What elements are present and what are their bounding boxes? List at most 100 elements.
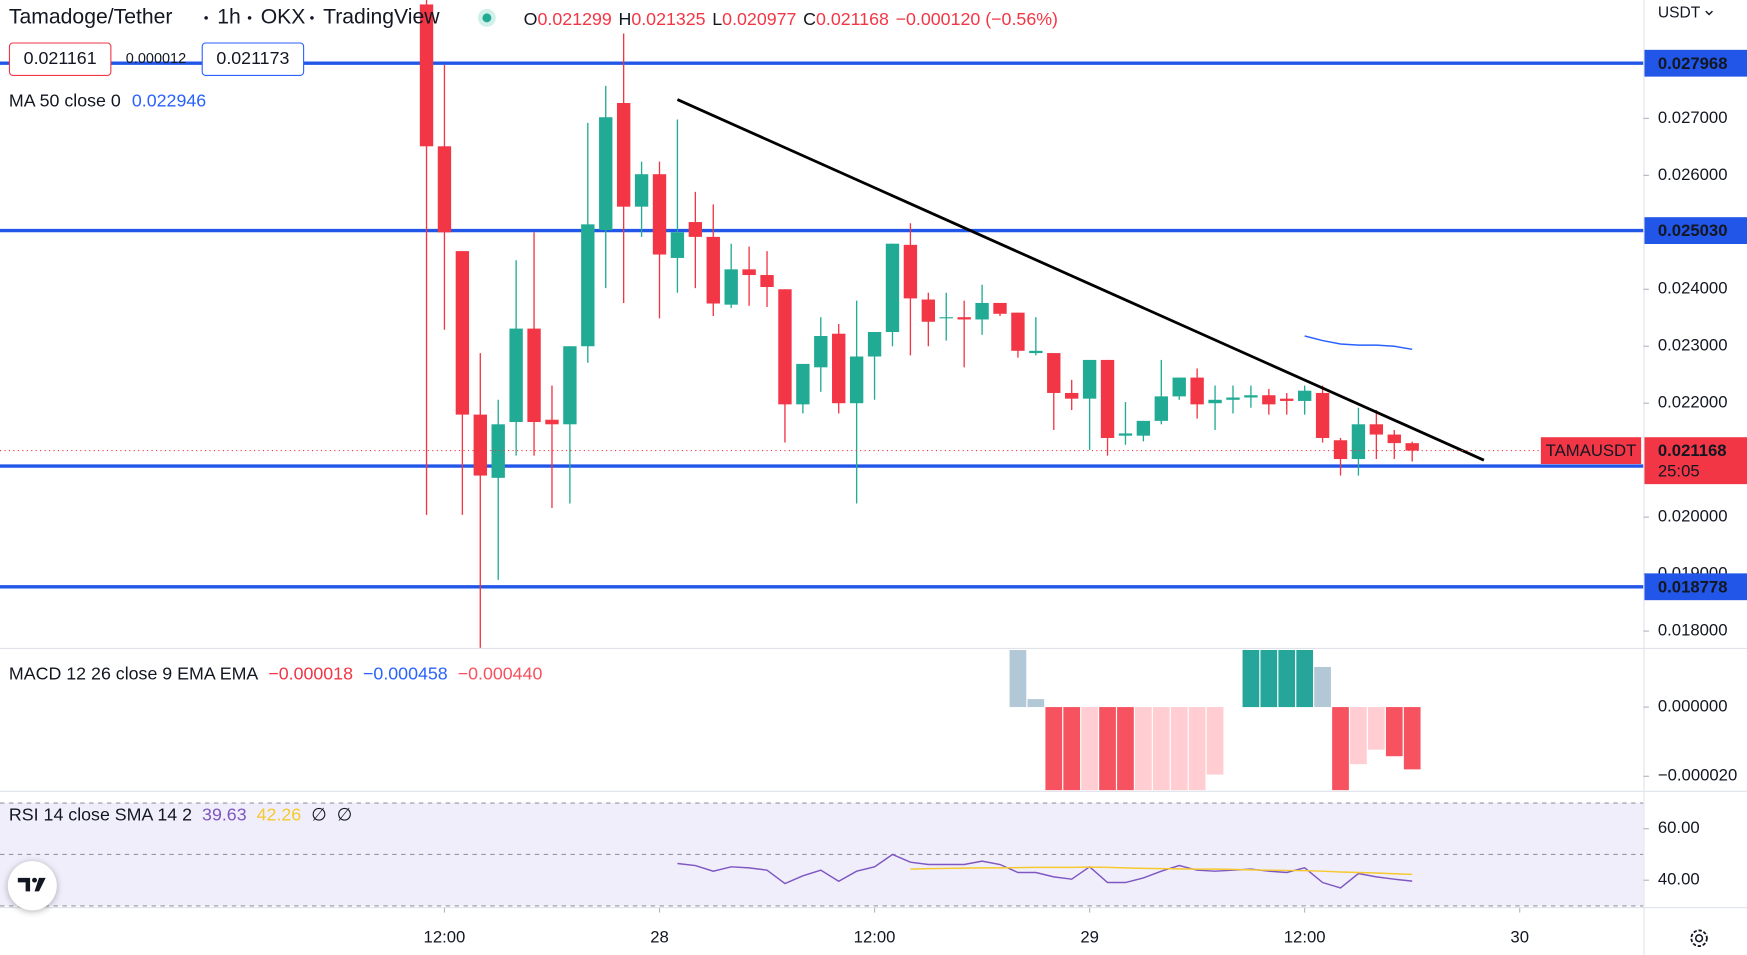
legends: Tamadoge/Tether 1h OKX TradingView O0.021299… (9, 5, 1058, 824)
candle-body (563, 346, 577, 425)
x-tick-label: 12:00 (424, 928, 466, 947)
histogram-bar (1009, 649, 1027, 708)
x-tick-label: 12:00 (1284, 928, 1326, 947)
candle-body (778, 289, 792, 405)
rsi-extra: ∅ (311, 804, 327, 824)
separator-dot (310, 16, 314, 20)
ohlc-value: 0.021299 (538, 9, 612, 29)
histogram-bar (1385, 707, 1403, 757)
ma-name: MA 50 close 0 (9, 90, 121, 110)
y-tick-label: −0.000020 (1658, 766, 1737, 785)
level-badge (1644, 217, 1747, 245)
candle-body (634, 174, 649, 207)
header-part: 1h (217, 5, 241, 28)
candle-body (1297, 390, 1312, 401)
candle-body (616, 102, 631, 207)
candle-body (724, 269, 738, 305)
header-part: OKX (261, 5, 306, 28)
ask-box[interactable] (201, 42, 305, 76)
candle-body (1351, 424, 1366, 460)
y-tick-label: 0.027000 (1658, 108, 1728, 127)
y-tick-label: 0.022000 (1658, 393, 1728, 412)
histogram-bar (1117, 707, 1134, 791)
ohlc-value: 0.021168 (816, 9, 889, 29)
ohlc-name: H (618, 9, 631, 29)
level-badge (1644, 573, 1747, 601)
histogram-bar (1242, 649, 1260, 708)
macd-pane (1009, 649, 1421, 791)
ohlc-name: C (803, 9, 816, 29)
histogram-bar (1314, 666, 1331, 708)
ma-line (1304, 335, 1413, 351)
candle-body (437, 146, 452, 233)
candle-body (832, 333, 846, 404)
candle-body (1118, 433, 1133, 436)
histogram-bar (1027, 699, 1045, 708)
candle-body (796, 363, 810, 405)
candle-body (975, 302, 989, 320)
macd-value: −0.000440 (458, 663, 543, 683)
y-tick-label: 0.023000 (1658, 336, 1728, 355)
candle-body (509, 328, 523, 423)
y-tick-label: 0.018000 (1658, 620, 1728, 639)
histogram-bar (1332, 707, 1349, 791)
rsi-line (910, 866, 1413, 876)
y-tick-label: 0.026000 (1658, 165, 1728, 184)
candle-body (1047, 353, 1061, 393)
rsi-pane (0, 802, 1644, 907)
candle-body (957, 317, 971, 320)
histogram-bar (1152, 707, 1170, 791)
histogram-bar (1170, 707, 1188, 791)
bid[interactable]: 0.021161 (24, 48, 97, 68)
candle-body (1387, 434, 1401, 444)
legend-row: MACD 12 26 close 9 EMA EMA −0.000018 −0.00… (9, 663, 543, 683)
candle-body (885, 243, 900, 333)
spread: 0.000012 (126, 51, 186, 67)
candle-body (814, 335, 828, 368)
y-tick-label: 60.00 (1658, 818, 1700, 837)
histogram-bar (1135, 707, 1152, 791)
market-status (482, 13, 492, 23)
level-label: 0.027968 (1658, 54, 1728, 73)
countdown: 25:05 (1658, 461, 1700, 480)
ohlc-name: O (524, 9, 538, 29)
candle-body (1333, 440, 1348, 460)
candle-body (527, 328, 541, 423)
ask[interactable]: 0.021173 (216, 48, 289, 68)
settings-icon[interactable] (1690, 929, 1708, 947)
rsi-line (677, 853, 1413, 889)
histogram-bar (1260, 649, 1278, 708)
candle-body (760, 275, 774, 288)
candle-body (491, 424, 505, 478)
tradingview-logo[interactable] (7, 861, 57, 911)
candle-body (1369, 424, 1384, 435)
candle-body (1029, 350, 1043, 354)
header-part: Tamadoge/Tether (9, 5, 173, 28)
candle-body (1280, 398, 1294, 401)
candle-body (867, 332, 882, 357)
symbol-badge (1540, 437, 1642, 465)
y-tick-label: 0.000000 (1658, 696, 1728, 715)
histogram-bar (1045, 707, 1063, 791)
x-tick-label: 12:00 (854, 928, 896, 947)
ohlc-value: 0.021325 (631, 9, 705, 29)
histogram-bar (1099, 707, 1116, 791)
candle-body (1262, 395, 1276, 405)
candle-body (1208, 399, 1222, 404)
histogram-bar (1206, 707, 1224, 775)
bid-box[interactable] (8, 42, 112, 76)
candle-body (706, 236, 720, 304)
price-badge-value: 0.021168 (1658, 441, 1727, 460)
currency[interactable]: USDT (1658, 5, 1701, 22)
candle-body (1154, 396, 1168, 421)
candle-body (903, 244, 918, 299)
ohlc-name: L (712, 9, 722, 29)
rsi-name: RSI 14 close SMA 14 2 (9, 804, 192, 824)
x-tick-label: 29 (1080, 928, 1099, 947)
level-label: 0.018778 (1658, 577, 1728, 596)
symbol-badge-label: TAMAUSDT (1546, 441, 1637, 460)
currency-chevron[interactable] (1705, 10, 1713, 16)
candle-body (1082, 359, 1097, 399)
candle-body (849, 356, 864, 404)
price-pane (0, 0, 1644, 648)
